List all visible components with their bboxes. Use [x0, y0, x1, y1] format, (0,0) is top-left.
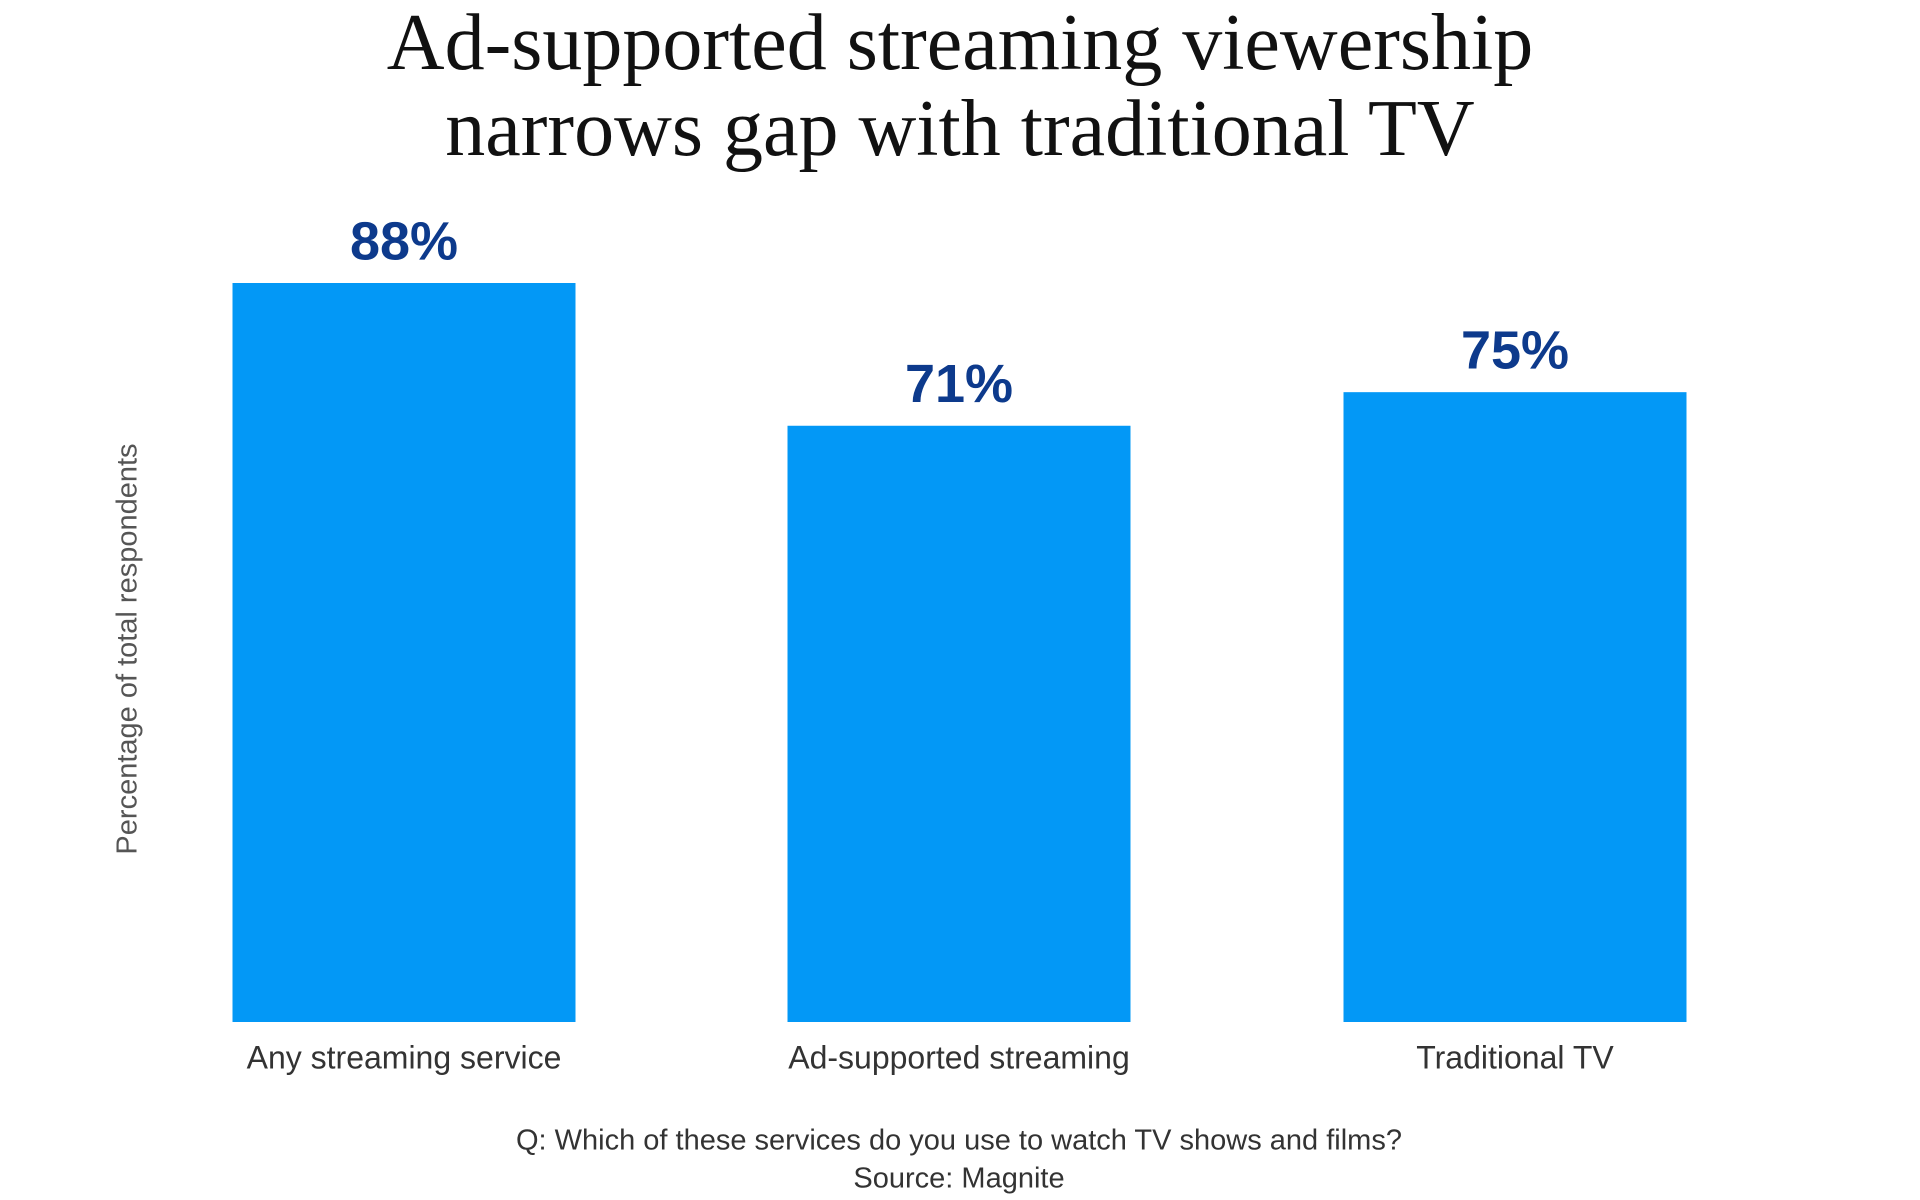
bar — [1343, 392, 1687, 1023]
x-tick-label: Ad-supported streaming — [788, 1039, 1130, 1075]
bar — [232, 283, 576, 1022]
value-label: 71% — [905, 354, 1013, 414]
note: Q: Which of these services do you use to… — [516, 1125, 1402, 1157]
chart-title: Ad-supported streaming viewership narrow… — [386, 0, 1534, 173]
y-axis-label: Percentage of total respondents — [112, 443, 144, 854]
x-tick-label: Traditional TV — [1416, 1039, 1614, 1075]
x-tick-label: Any streaming service — [247, 1039, 562, 1075]
value-label: 75% — [1461, 320, 1569, 380]
bar — [787, 425, 1131, 1022]
source: Source: Magnite — [853, 1163, 1064, 1195]
value-label: 88% — [350, 211, 458, 271]
